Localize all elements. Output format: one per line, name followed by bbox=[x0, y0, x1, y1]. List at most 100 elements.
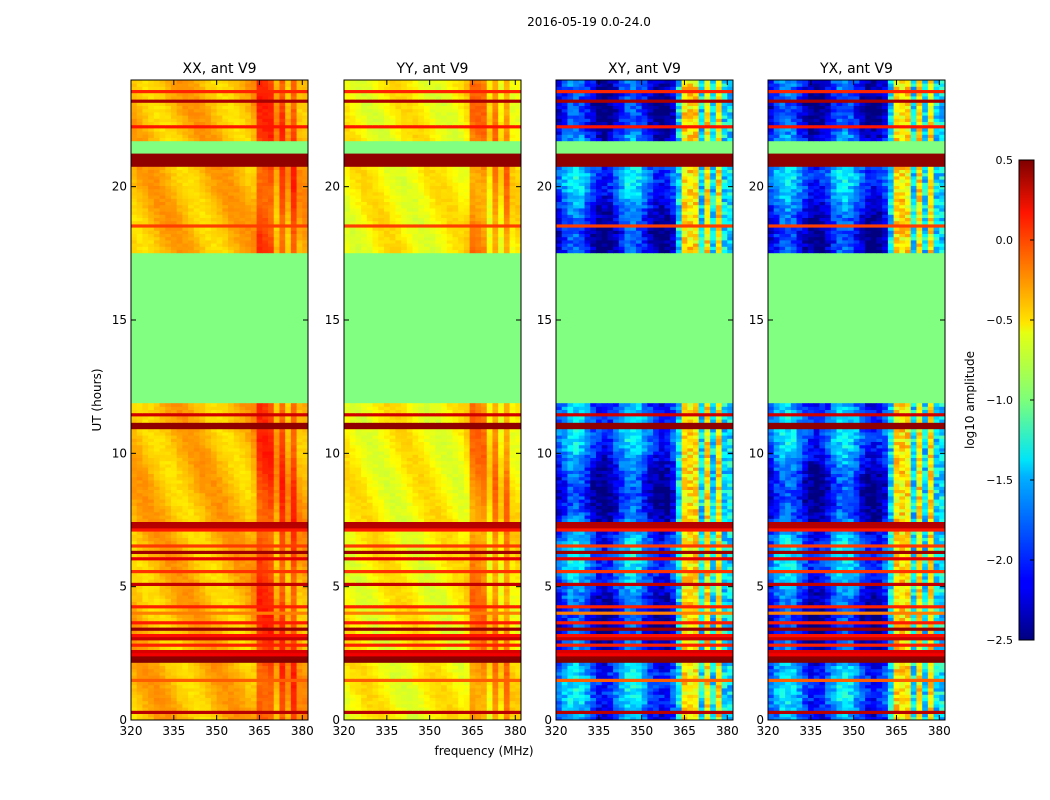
heatmap-cell bbox=[131, 579, 138, 583]
heatmap-cell bbox=[268, 697, 275, 702]
heatmap-cell bbox=[250, 716, 258, 721]
heatmap-cell bbox=[159, 131, 166, 135]
heatmap-cell bbox=[268, 121, 275, 126]
heatmap-cell bbox=[262, 608, 269, 612]
heatmap-cell bbox=[435, 534, 442, 538]
heatmap-cell bbox=[159, 691, 166, 695]
heatmap-cell bbox=[279, 451, 286, 455]
heatmap-cell bbox=[361, 665, 368, 670]
heatmap-cell bbox=[176, 508, 183, 513]
heatmap-cell bbox=[481, 646, 488, 650]
heatmap-cell bbox=[165, 444, 172, 449]
heatmap-cell bbox=[153, 473, 160, 478]
heatmap-cell bbox=[245, 505, 252, 510]
heatmap-cell bbox=[176, 624, 183, 628]
heatmap-cell bbox=[131, 492, 138, 497]
heatmap-cell bbox=[199, 617, 206, 622]
heatmap-cell bbox=[199, 217, 206, 222]
heatmap-cell bbox=[296, 499, 303, 503]
heatmap-cell bbox=[302, 195, 309, 199]
heatmap-cell bbox=[273, 675, 280, 679]
heatmap-cell bbox=[412, 672, 419, 676]
heatmap-cell bbox=[458, 684, 465, 689]
heatmap-cell bbox=[176, 563, 183, 567]
heatmap-cell bbox=[279, 108, 286, 113]
heatmap-cell bbox=[296, 204, 303, 209]
heatmap-cell bbox=[210, 243, 218, 247]
heatmap-cell bbox=[165, 179, 172, 183]
heatmap-cell bbox=[268, 108, 275, 113]
heatmap-cell bbox=[170, 102, 178, 106]
heatmap-cell bbox=[250, 220, 258, 225]
heatmap-cell bbox=[131, 672, 138, 676]
heatmap-cell bbox=[509, 617, 516, 622]
heatmap-cell bbox=[170, 105, 178, 110]
heatmap-cell bbox=[193, 128, 200, 132]
heatmap-cell bbox=[452, 630, 459, 634]
heatmap-cell bbox=[153, 118, 160, 122]
heatmap-cell bbox=[233, 214, 240, 218]
heatmap-cell bbox=[469, 563, 476, 567]
heatmap-cell bbox=[406, 608, 413, 612]
heatmap-cell bbox=[256, 483, 263, 487]
heatmap-cell bbox=[279, 665, 286, 670]
heatmap-cell bbox=[233, 640, 240, 644]
heatmap-cell bbox=[378, 553, 385, 558]
heatmap-cell bbox=[193, 691, 200, 695]
heatmap-cell bbox=[188, 700, 195, 705]
heatmap-cell bbox=[515, 691, 522, 695]
heatmap-cell bbox=[205, 86, 212, 90]
heatmap-cell bbox=[182, 617, 189, 622]
heatmap-cell bbox=[268, 716, 275, 721]
heatmap-cell bbox=[142, 486, 149, 490]
heatmap-cell bbox=[296, 105, 303, 110]
heatmap-cell bbox=[245, 179, 252, 183]
heatmap-cell bbox=[412, 572, 419, 577]
heatmap-cell bbox=[136, 697, 143, 702]
heatmap-cell bbox=[302, 460, 309, 465]
heatmap-cell bbox=[245, 470, 252, 474]
heatmap-cell bbox=[228, 204, 235, 209]
heatmap-cell bbox=[515, 572, 522, 577]
heatmap-cell bbox=[285, 665, 292, 670]
heatmap-cell bbox=[165, 80, 172, 84]
heatmap-cell bbox=[159, 518, 166, 522]
heatmap-cell bbox=[182, 419, 189, 423]
heatmap-cell bbox=[239, 601, 246, 606]
heatmap-cell bbox=[256, 502, 263, 506]
heatmap-cell bbox=[262, 560, 269, 564]
heatmap-cell bbox=[256, 489, 263, 494]
heatmap-cell bbox=[193, 428, 200, 433]
heatmap-cell bbox=[290, 249, 297, 254]
heatmap-cell bbox=[239, 464, 246, 468]
heatmap-cell bbox=[193, 96, 200, 100]
heatmap-cell bbox=[165, 492, 172, 497]
heatmap-cell bbox=[159, 697, 166, 702]
heatmap-cell bbox=[233, 588, 240, 593]
heatmap-cell bbox=[182, 716, 189, 721]
heatmap-cell bbox=[199, 121, 206, 126]
heatmap-cell bbox=[165, 198, 172, 202]
heatmap-cell bbox=[148, 576, 155, 580]
heatmap-cell bbox=[250, 188, 258, 193]
heatmap-cell bbox=[142, 691, 149, 695]
heatmap-cell bbox=[250, 576, 258, 580]
heatmap-cell bbox=[458, 694, 465, 698]
heatmap-cell bbox=[498, 662, 505, 666]
heatmap-cell bbox=[245, 592, 252, 596]
heatmap-cell bbox=[222, 707, 229, 711]
heatmap-cell bbox=[239, 694, 246, 698]
heatmap-cell bbox=[366, 608, 373, 612]
heatmap-cell bbox=[199, 172, 206, 177]
heatmap-cell bbox=[148, 665, 155, 670]
heatmap-cell bbox=[486, 640, 493, 644]
heatmap-cell bbox=[233, 560, 240, 564]
heatmap-cell bbox=[302, 700, 309, 705]
heatmap-cell bbox=[182, 464, 189, 468]
heatmap-cell bbox=[210, 480, 218, 484]
heatmap-cell bbox=[188, 585, 195, 590]
heatmap-cell bbox=[159, 128, 166, 132]
heatmap-cell bbox=[492, 537, 499, 542]
heatmap-cell bbox=[486, 576, 493, 580]
heatmap-cell bbox=[268, 118, 275, 122]
